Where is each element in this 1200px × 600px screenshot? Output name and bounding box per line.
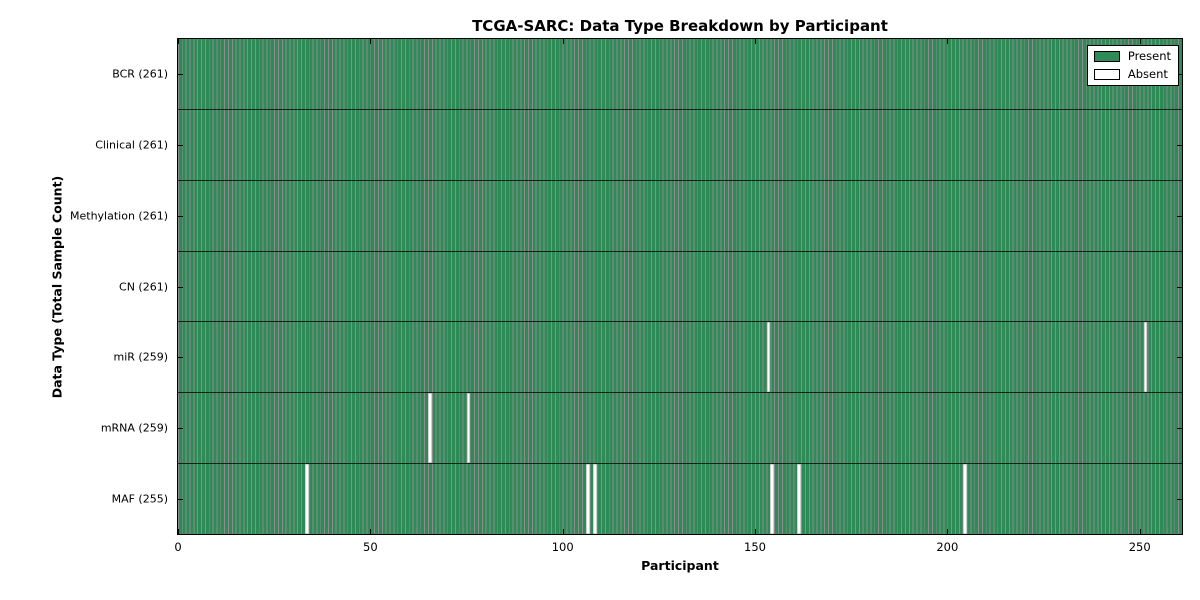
heatmap-row-methylation bbox=[178, 180, 1182, 252]
x-tick-label: 250 bbox=[1128, 540, 1151, 554]
y-tick-mark bbox=[178, 357, 183, 359]
legend-entry-absent: Absent bbox=[1093, 67, 1171, 81]
heatmap-row-cn bbox=[178, 251, 1182, 323]
absent-cell bbox=[962, 464, 967, 535]
y-tick-label: Clinical (261) bbox=[95, 138, 168, 152]
y-tick-mark bbox=[178, 74, 183, 76]
legend-swatch-absent bbox=[1093, 69, 1120, 80]
y-tick-mark bbox=[1177, 286, 1182, 288]
heatmap-rows bbox=[178, 39, 1182, 535]
x-tick-mark bbox=[947, 529, 949, 534]
heatmap-row-mir bbox=[178, 322, 1182, 394]
y-tick-mark bbox=[178, 145, 183, 147]
y-tick-label: mRNA (259) bbox=[100, 421, 168, 435]
x-tick-mark bbox=[562, 529, 564, 534]
x-tick-mark bbox=[1139, 39, 1141, 44]
x-tick-label: 200 bbox=[936, 540, 959, 554]
y-tick-label: CN (261) bbox=[119, 280, 168, 293]
plot-area: Present Absent bbox=[177, 38, 1183, 535]
y-tick-mark bbox=[178, 215, 183, 217]
absent-cell bbox=[585, 464, 590, 535]
legend-swatch-present bbox=[1093, 51, 1120, 62]
y-tick-label: MAF (255) bbox=[111, 492, 168, 506]
x-axis-label: Participant bbox=[641, 558, 719, 573]
y-tick-mark bbox=[178, 286, 183, 288]
absent-cell bbox=[466, 393, 471, 464]
absent-cell bbox=[593, 464, 598, 535]
absent-cell bbox=[304, 464, 309, 535]
y-tick-mark bbox=[1177, 74, 1182, 76]
x-tick-label: 0 bbox=[174, 540, 182, 554]
x-tick-label: 50 bbox=[363, 540, 378, 554]
heatmap-row-clinical bbox=[178, 109, 1182, 181]
x-tick-mark bbox=[755, 39, 756, 44]
chart-title: TCGA-SARC: Data Type Breakdown by Partic… bbox=[472, 17, 888, 35]
x-tick-mark bbox=[1139, 529, 1141, 534]
heatmap-row-maf bbox=[178, 464, 1182, 535]
x-tick-mark bbox=[178, 529, 179, 534]
x-tick-mark bbox=[562, 39, 564, 44]
x-tick-mark bbox=[947, 39, 949, 44]
x-tick-mark bbox=[370, 39, 372, 44]
x-tick-mark bbox=[178, 39, 179, 44]
absent-cell bbox=[428, 393, 432, 464]
y-tick-label: BCR (261) bbox=[112, 67, 168, 81]
legend: Present Absent bbox=[1086, 45, 1179, 86]
y-tick-mark bbox=[1177, 498, 1182, 500]
y-tick-label: miR (259) bbox=[113, 350, 169, 364]
heatmap-row-bcr bbox=[178, 39, 1182, 110]
y-tick-mark bbox=[1177, 427, 1182, 429]
legend-entry-present: Present bbox=[1093, 49, 1171, 63]
x-tick-mark bbox=[755, 529, 756, 534]
y-tick-mark bbox=[178, 427, 183, 429]
absent-cell bbox=[766, 322, 771, 393]
absent-cell bbox=[770, 464, 775, 535]
y-tick-mark bbox=[1177, 215, 1182, 217]
x-tick-mark bbox=[370, 529, 372, 534]
legend-label-absent: Absent bbox=[1127, 67, 1168, 81]
y-tick-label: Methylation (261) bbox=[70, 209, 168, 223]
x-tick-label: 150 bbox=[744, 540, 766, 554]
y-tick-mark bbox=[1177, 145, 1182, 147]
absent-cell bbox=[1143, 322, 1148, 393]
absent-cell bbox=[797, 464, 802, 535]
x-tick-label: 100 bbox=[551, 540, 574, 554]
y-tick-mark bbox=[1177, 357, 1182, 359]
heatmap-row-mrna bbox=[178, 393, 1182, 465]
legend-label-present: Present bbox=[1127, 49, 1171, 63]
y-tick-mark bbox=[178, 498, 183, 500]
